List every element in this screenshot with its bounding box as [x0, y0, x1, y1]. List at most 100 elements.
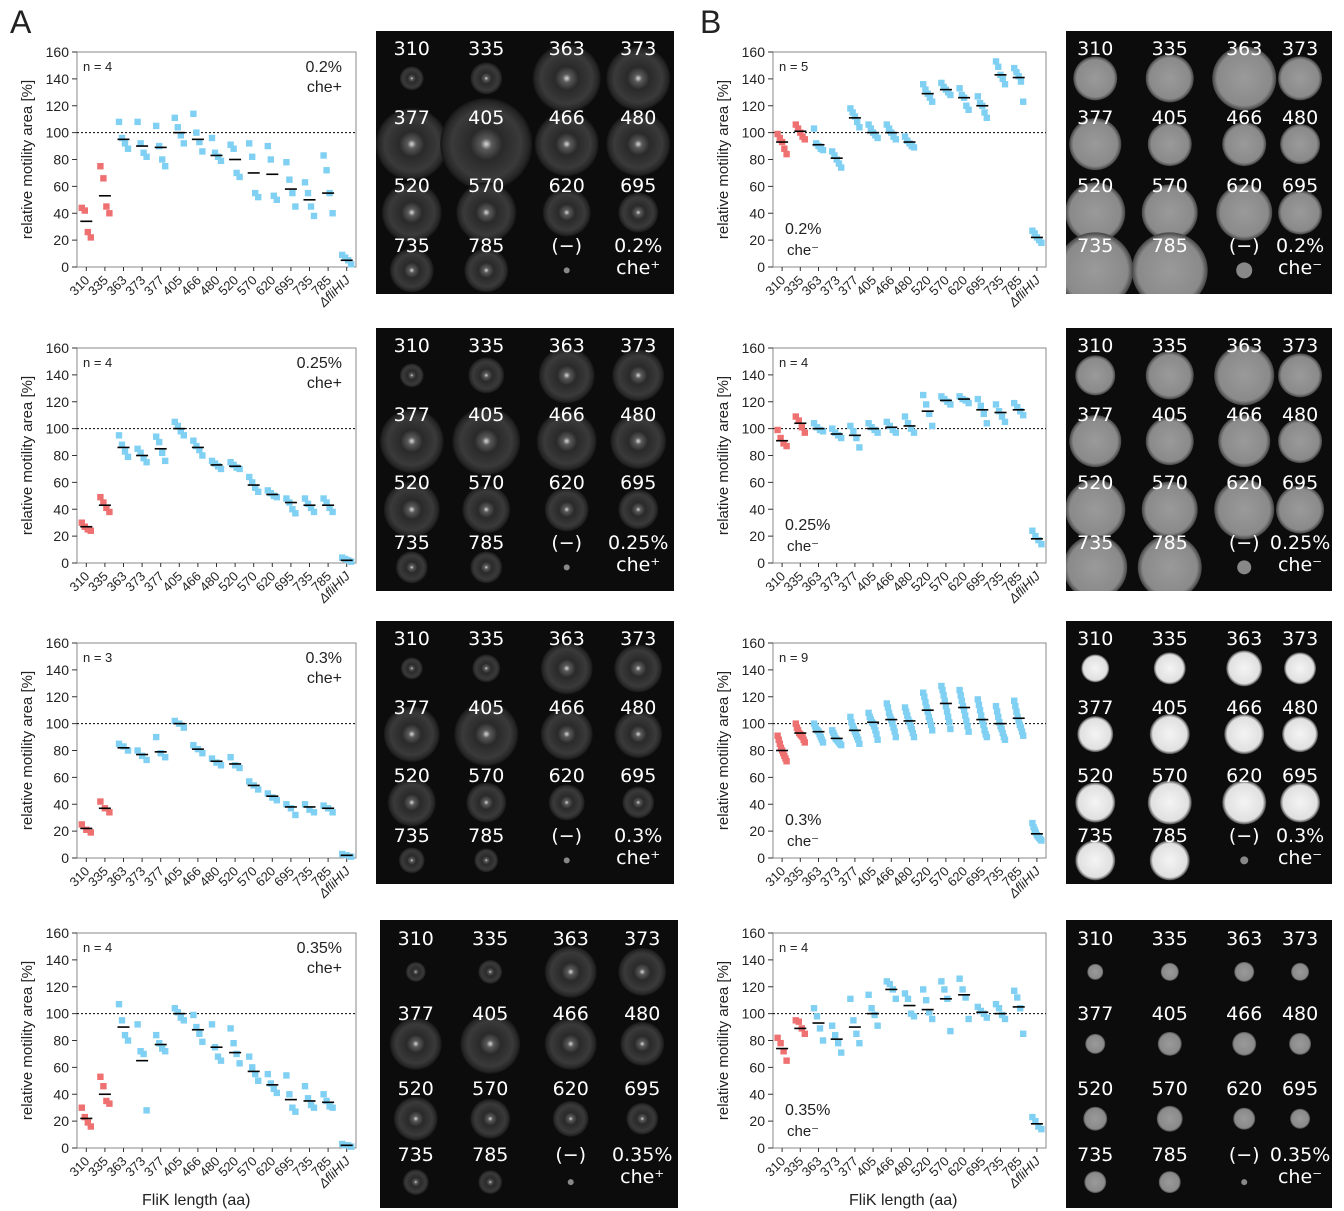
plate-strain-label: 570	[1151, 471, 1188, 494]
colony	[1218, 415, 1271, 468]
y-tick-label: 20	[53, 528, 69, 544]
plate-strain-label: 620	[1226, 471, 1263, 494]
data-point	[134, 747, 141, 754]
data-point	[868, 1005, 875, 1012]
colony	[1278, 190, 1323, 235]
colony	[563, 857, 570, 864]
colony	[1282, 716, 1319, 753]
data-point	[925, 713, 933, 721]
data-point	[983, 733, 990, 741]
data-point	[106, 508, 113, 516]
data-point	[965, 1015, 972, 1023]
data-point	[171, 1005, 178, 1012]
plate-strain-label: 785	[468, 235, 505, 258]
data-point	[963, 102, 970, 109]
data-point	[84, 1119, 91, 1126]
condition-label: che⁻	[787, 1123, 819, 1140]
plate-strain-label: 405	[1151, 696, 1188, 719]
plate-strain-label: 373	[1281, 38, 1319, 61]
data-point	[901, 413, 909, 420]
y-tick-label: 100	[46, 125, 70, 141]
plate-agar-percent: 0.3%	[614, 825, 663, 848]
n-label: n = 4	[83, 355, 112, 370]
data-point	[1011, 987, 1018, 994]
data-point	[306, 806, 313, 813]
data-point	[1038, 1125, 1045, 1133]
data-point	[892, 136, 899, 143]
data-point	[1017, 724, 1025, 731]
data-point	[153, 733, 160, 741]
colony	[1145, 351, 1194, 400]
data-point	[1029, 527, 1036, 534]
plate-che-phenotype: che⁺	[616, 847, 661, 870]
data-point	[929, 98, 936, 105]
plate-colonies	[389, 945, 667, 1196]
data-point	[850, 1017, 857, 1024]
colony	[1069, 415, 1122, 468]
y-tick-label: 60	[53, 474, 69, 490]
colony	[440, 98, 533, 191]
data-point	[810, 125, 818, 132]
data-point	[156, 438, 163, 446]
data-point	[792, 121, 799, 128]
data-point	[938, 79, 945, 87]
data-point	[956, 686, 963, 694]
plate-strain-label: 785	[1151, 235, 1188, 258]
data-point	[199, 1038, 206, 1046]
data-point	[329, 508, 336, 516]
plate-strain-label: 405	[1151, 403, 1188, 426]
y-axis-label: relative motility area [%]	[715, 671, 732, 830]
colony	[399, 66, 424, 91]
y-tick-label: 20	[53, 1113, 69, 1129]
data-point	[118, 1017, 126, 1024]
data-point	[922, 698, 929, 706]
plate-strain-label: 520	[1077, 1078, 1114, 1101]
colony	[474, 848, 499, 873]
plate-strain-label: 373	[1281, 335, 1319, 358]
data-point	[283, 801, 290, 808]
data-point	[162, 754, 169, 761]
data-point	[947, 91, 954, 99]
data-point	[78, 821, 85, 828]
data-point	[103, 504, 110, 512]
colony	[538, 347, 595, 404]
plate-strain-label: 377	[393, 403, 430, 426]
condition-label: che+	[307, 960, 342, 977]
plate-strain-label: 695	[1281, 1078, 1319, 1101]
data-point	[923, 401, 930, 408]
colony	[1073, 56, 1118, 101]
data-point	[348, 1143, 355, 1150]
data-point	[980, 410, 987, 418]
data-point	[246, 473, 253, 481]
data-point	[819, 428, 827, 435]
data-point	[906, 719, 913, 726]
data-point	[1029, 819, 1036, 827]
plate-strain-label: 480	[1281, 106, 1319, 129]
colony	[1087, 963, 1104, 980]
data-point	[999, 729, 1006, 737]
data-point	[270, 1085, 277, 1093]
data-point	[874, 736, 881, 743]
data-point	[81, 207, 88, 214]
condition-label: che⁻	[787, 833, 819, 850]
colony	[1147, 780, 1192, 825]
data-point	[907, 425, 915, 432]
y-tick-label: 0	[757, 555, 765, 571]
data-point	[813, 1013, 821, 1020]
data-point	[217, 465, 225, 473]
colony	[1075, 782, 1116, 823]
data-point	[1020, 732, 1027, 739]
y-tick-label: 120	[46, 98, 70, 114]
plate-agar-percent: 0.25%	[1269, 532, 1331, 555]
data-point	[957, 692, 964, 699]
colony	[1131, 232, 1208, 294]
plate-strain-label: 570	[468, 764, 505, 787]
y-tick-label: 20	[749, 823, 765, 839]
plate-strain-label: 373	[620, 38, 657, 61]
data-point	[956, 975, 963, 982]
plate-strain-label: 335	[1151, 628, 1188, 651]
data-point	[236, 1060, 243, 1067]
data-point	[134, 1021, 141, 1028]
data-point	[976, 706, 984, 714]
data-point	[1001, 81, 1009, 88]
